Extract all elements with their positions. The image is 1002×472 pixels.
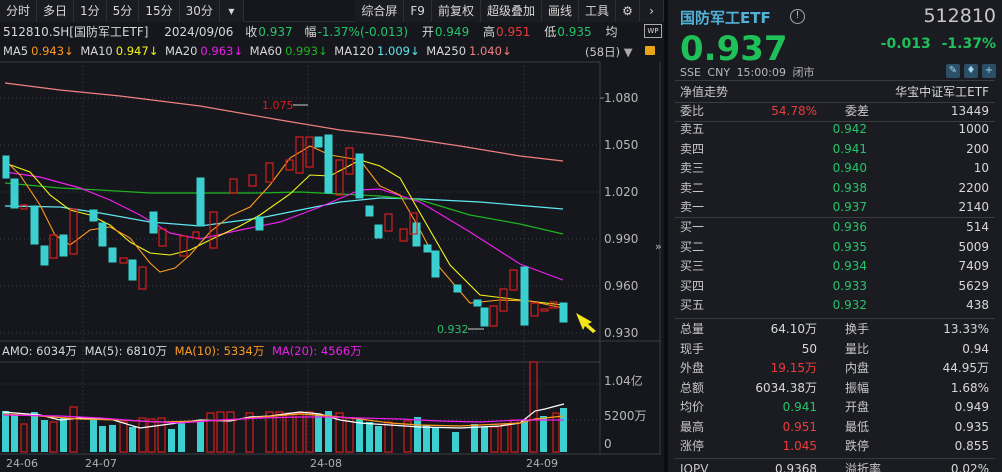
stats-row: 现手 50 量比 0.94 [680,341,989,356]
panel-divider[interactable] [664,0,668,472]
tab-intraday[interactable]: 分时 [0,0,38,22]
svg-text:1.075: 1.075 [262,99,294,112]
bid-book: 买一 0.936 514 买二 0.935 5009 买三 0.934 7409 买四 0.9… [675,218,995,316]
iopv-row: IOPV 0.9368 溢折率 0.02% [680,462,989,472]
low-value: 0.935 [557,25,592,39]
date-label: 2024/09/06 [164,25,234,39]
quote-actions: ✎ ♦ + [946,64,996,78]
ask-row[interactable]: 卖三 0.940 10 [680,161,989,175]
chevron-right-icon: › [649,4,654,18]
ohlc-info: 512810.SH[国防军工ETF] 2024/09/06 收0.937 幅-1… [3,25,618,39]
svg-text:1.080: 1.080 [604,91,638,105]
draw-line-button[interactable]: 画线 [541,0,579,22]
stats-table: 总量 64.10万 换手 13.33% 现手 50 量比 0.94 外盘 19.15万 内盘 44… [675,320,995,457]
fund-name: 华宝中证军工ETF [895,85,989,99]
dropdown-icon: ▾ [228,4,235,18]
double-chevron-icon: » [655,240,662,253]
lock-icon[interactable] [645,46,655,55]
f9-button[interactable]: F9 [404,0,432,22]
symbol-label: 512810.SH[国防军工ETF] [3,25,149,39]
next-button[interactable]: › [640,0,664,22]
bid-row[interactable]: 买二 0.935 5009 [680,239,989,254]
bell-icon: ♦ [966,65,976,76]
composite-screen-button[interactable]: 综合屏 [355,0,405,22]
svg-text:0: 0 [604,437,612,451]
svg-text:0.990: 0.990 [604,232,638,246]
ask-book: 卖五 0.942 1000 卖四 0.941 200 卖三 0.940 10 卖二 0.938… [675,120,995,218]
bid-row[interactable]: 买五 0.932 438 [680,298,989,312]
security-name: 国防军工ETF [680,9,771,27]
stats-row: 涨停 1.045 跌停 0.855 [680,439,989,453]
tab-15min[interactable]: 15分 [139,0,180,22]
stats-row: 最高 0.951 最低 0.935 [680,419,989,434]
bid-row[interactable]: 买三 0.934 7409 [680,259,989,273]
add-watchlist-button[interactable]: + [982,64,996,78]
svg-text:1.04亿: 1.04亿 [604,373,643,388]
period-selector[interactable]: (58日) ▼ [585,45,633,59]
candlestick-chart[interactable]: 1.080 1.050 1.020 0.990 0.960 0.930 1.04… [0,60,664,455]
volume-legend: AMO: 6034万 MA(5): 6810万 MA(10): 5334万 MA… [2,344,362,358]
ask-row[interactable]: 卖四 0.941 200 [680,141,989,156]
quote-panel: 国防军工ETF ! 512810 0.937 -0.013 -1.37% SSE… [668,0,1002,472]
close-value: 0.937 [258,25,293,39]
svg-text:1.020: 1.020 [604,185,638,199]
tab-multiday[interactable]: 多日 [37,0,75,22]
gear-icon: ⚙ [622,4,633,18]
super-overlay-button[interactable]: 超级叠加 [480,0,542,22]
edit-button[interactable]: ✎ [946,64,960,78]
stats-row: 总量 64.10万 换手 13.33% [680,322,989,336]
info-icon[interactable]: ! [790,9,805,24]
triangle-down-icon: ▼ [623,45,633,59]
stats-row: 外盘 19.15万 内盘 44.95万 [680,361,989,375]
stats-row: 总额 6034.38万 振幅 1.68% [680,380,989,395]
chart-toolbar: 分时 多日 1分 5分 15分 30分 ▾ 综合屏 F9 前复权 超级叠加 画线… [0,0,664,22]
svg-text:0.930: 0.930 [604,326,638,340]
nav-header: 净值走势 华宝中证军工ETF [675,81,995,103]
forward-adjust-button[interactable]: 前复权 [431,0,481,22]
svg-text:0.960: 0.960 [604,279,638,293]
bid-row[interactable]: 买四 0.933 5629 [680,278,989,293]
svg-text:1.050: 1.050 [604,138,638,152]
open-value: 0.949 [434,25,470,39]
bid-row[interactable]: 买一 0.936 514 [680,220,989,234]
change-value: -1.37%(-0.013) [317,25,409,39]
alert-button[interactable]: ♦ [964,64,978,78]
wp-icon[interactable]: WP [644,24,662,38]
high-value: 0.951 [496,25,531,39]
last-price: 0.937 [680,29,788,69]
nav-trend-link[interactable]: 净值走势 [680,85,729,99]
svg-text:0.932: 0.932 [437,323,469,336]
ask-row[interactable]: 卖五 0.942 1000 [680,122,989,136]
pencil-icon: ✎ [948,65,958,76]
tab-5min[interactable]: 5分 [106,0,140,22]
cursor-arrow-icon [576,313,596,333]
ma-legend: MA5 0.943↓ MA10 0.947↓ MA20 0.963↓ MA60 0.99… [3,44,512,58]
x-axis: 24-06 24-07 24-08 24-09 [6,457,558,470]
more-periods-dropdown[interactable]: ▾ [219,0,244,22]
market-meta: SSE CNY 15:00:09 闭市 [680,66,815,79]
ask-row[interactable]: 卖一 0.937 2140 [680,200,989,214]
kline-panel: 分时 多日 1分 5分 15分 30分 ▾ 综合屏 F9 前复权 超级叠加 画线… [0,0,664,472]
tab-30min[interactable]: 30分 [179,0,220,22]
svg-text:5200万: 5200万 [604,409,647,423]
ask-row[interactable]: 卖二 0.938 2200 [680,180,989,195]
stats-row: 均价 0.941 开盘 0.949 [680,400,989,414]
tab-1min[interactable]: 1分 [74,0,107,22]
security-code: 512810 [923,5,996,27]
tools-button[interactable]: 工具 [578,0,616,22]
plus-icon: + [984,65,994,76]
expand-panel-button[interactable]: » [655,240,665,270]
settings-button[interactable]: ⚙ [616,0,640,22]
price-change: -0.013 -1.37% [880,36,996,52]
order-ratio-row: 委比 54.78% 委差 13449 [680,104,989,118]
